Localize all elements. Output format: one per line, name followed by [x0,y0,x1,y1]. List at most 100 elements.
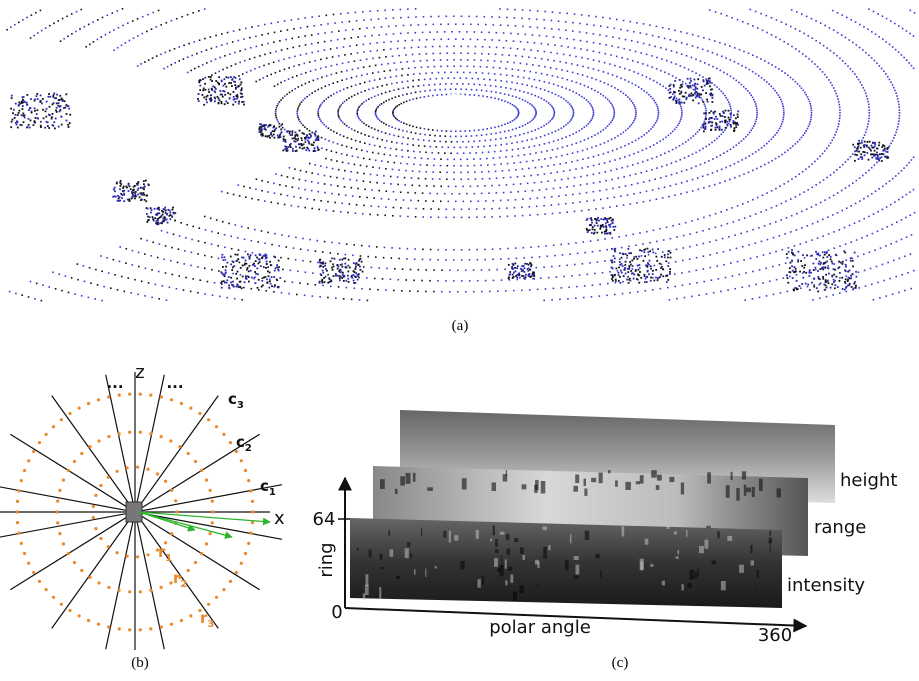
point [565,88,567,90]
point [330,176,332,178]
point [218,98,220,100]
point [515,55,517,57]
point [676,127,678,129]
point [752,25,754,27]
point [210,218,212,220]
point [273,276,275,278]
point [719,113,721,115]
point [489,269,491,271]
point [742,287,744,289]
point [525,100,527,102]
point [720,211,722,213]
point [646,132,648,134]
point [704,104,706,106]
point [792,145,794,147]
point [603,71,605,73]
point [413,61,415,63]
point [342,63,344,65]
point [386,84,388,86]
point [139,196,141,198]
point [784,72,786,74]
point [12,119,14,121]
point [46,101,48,103]
point [716,118,718,120]
point [123,200,125,202]
point [861,84,863,86]
point [47,125,49,127]
point [278,260,280,262]
point [341,277,343,279]
point [246,269,248,271]
point [121,45,123,47]
point [641,255,643,257]
point [224,103,226,105]
point [810,108,812,110]
point [253,263,255,265]
point [347,275,349,277]
point [314,147,316,149]
point [648,130,650,132]
point [681,53,683,55]
point [597,261,599,263]
point [233,81,235,83]
point [534,182,536,184]
point [600,199,602,201]
point [705,108,707,110]
point [41,30,43,32]
point [390,41,392,43]
point [283,58,285,60]
point [56,94,58,96]
point [272,130,274,132]
point [264,200,266,202]
point [534,117,536,119]
point [242,265,244,267]
point [543,99,545,101]
point [317,136,319,138]
point [281,123,283,125]
point [837,12,839,14]
point [385,56,387,58]
point [696,282,698,284]
point [658,110,660,112]
ring-point [78,407,81,410]
point [15,103,17,105]
point [552,149,554,151]
point [868,118,870,120]
point [886,295,888,297]
point [83,265,85,267]
point [631,124,633,126]
point [595,16,597,18]
point [287,176,289,178]
point [882,15,884,17]
point [647,248,649,250]
point [398,169,400,171]
point [259,79,261,81]
point [215,72,217,74]
point [722,131,724,133]
ring-point [180,619,183,622]
point [191,239,193,241]
point [463,201,465,203]
point [898,123,900,125]
point [231,85,233,87]
point [77,279,79,281]
point [423,16,425,18]
point [414,258,416,260]
point [807,225,809,227]
point [178,248,180,250]
point [551,28,553,30]
point [369,66,371,68]
point [327,23,329,25]
point [730,113,732,115]
point [264,24,266,26]
point [805,283,807,285]
point [322,270,324,272]
point [612,150,614,152]
point [830,50,832,52]
point [325,139,327,141]
point [496,32,498,34]
point [361,261,363,263]
point [707,50,709,52]
point [503,192,505,194]
point [881,68,883,70]
